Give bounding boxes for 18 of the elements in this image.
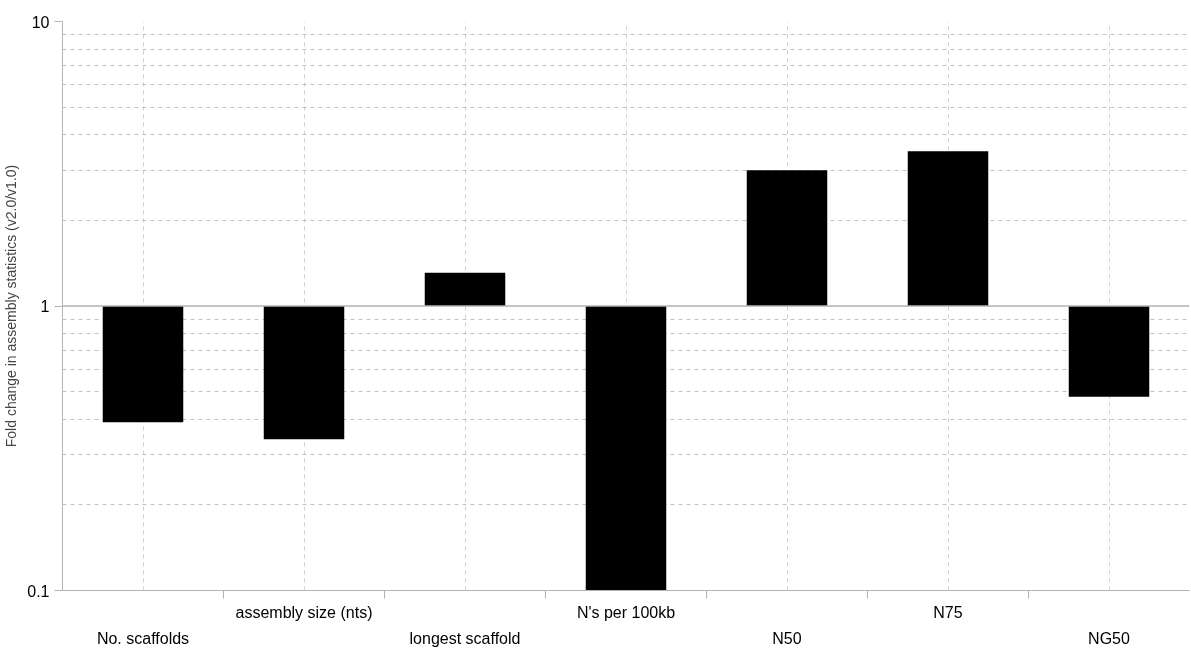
- x-tick-label: longest scaffold: [409, 629, 521, 647]
- y-axis-title: Fold change in assembly statistics (v2.0/v1.0): [3, 164, 20, 448]
- bar: [746, 170, 828, 306]
- bar: [585, 306, 667, 591]
- bar: [424, 272, 506, 306]
- y-tick-label: 10: [31, 13, 50, 31]
- x-tick-label: NG50: [1088, 629, 1130, 647]
- y-tick-label: 0.1: [27, 582, 50, 600]
- bar: [102, 306, 184, 423]
- x-tick-label: N75: [933, 603, 963, 621]
- x-tick-label: assembly size (nts): [235, 603, 373, 621]
- x-tick-label: No. scaffolds: [96, 629, 190, 647]
- bar: [1068, 306, 1150, 397]
- bar: [907, 151, 989, 306]
- x-tick-label: N50: [772, 629, 802, 647]
- y-tick-label: 1: [40, 298, 50, 315]
- bar: [263, 306, 345, 440]
- x-tick-label: N's per 100kb: [576, 603, 676, 621]
